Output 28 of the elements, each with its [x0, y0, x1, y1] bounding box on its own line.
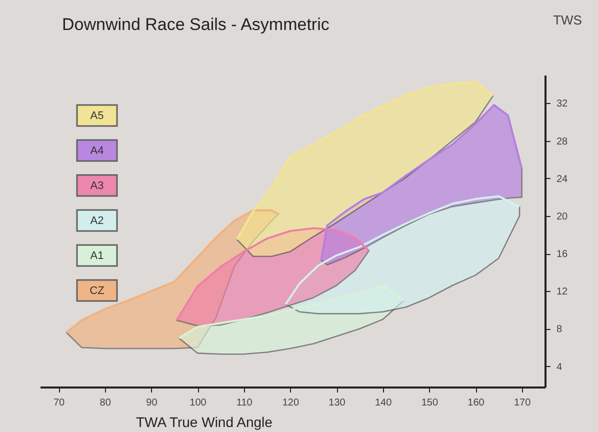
x-axis-title: TWA True Wind Angle [136, 414, 273, 430]
x-tick-label: 140 [375, 398, 392, 408]
x-tick-label: 130 [328, 398, 346, 408]
series-label: CZ [90, 285, 105, 297]
y-tick-label: 4 [556, 362, 562, 373]
y-tick-label: 20 [556, 211, 568, 222]
y-tick-label: 8 [556, 324, 562, 336]
y-tick-label: 16 [556, 249, 568, 260]
y-tick-label: 12 [556, 286, 568, 298]
text: A5 [90, 110, 104, 122]
x-tick-label: 110 [236, 398, 253, 408]
x-tick-label: 120 [282, 398, 300, 408]
text: A3 [90, 180, 104, 192]
text: A2 [90, 215, 104, 227]
text: A1 [90, 250, 104, 262]
x-tick-label: 100 [190, 398, 207, 408]
x-tick-label: 80 [100, 398, 112, 408]
text: A4 [90, 145, 104, 157]
x-tick-label: 170 [514, 398, 532, 408]
chart-title: Downwind Race Sails - Asymmetric [62, 15, 330, 34]
x-tick-label: 150 [421, 398, 438, 408]
x-tick-label: 70 [53, 398, 66, 408]
y-tick-label: 24 [556, 174, 568, 185]
x-tick-label: 90 [146, 398, 158, 408]
x-tick-label: 160 [468, 398, 485, 408]
y-tick-label: 28 [556, 136, 568, 148]
y-tick-label: 32 [556, 98, 568, 110]
y-axis-title: TWS [553, 12, 582, 28]
